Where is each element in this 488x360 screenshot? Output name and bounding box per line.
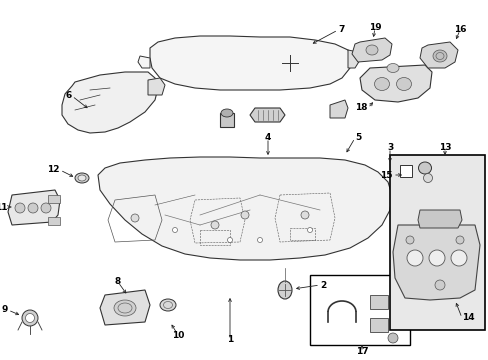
Circle shape — [41, 203, 51, 213]
Text: 4: 4 — [264, 134, 271, 143]
Ellipse shape — [406, 250, 422, 266]
Circle shape — [28, 203, 38, 213]
Circle shape — [227, 238, 232, 243]
Text: 8: 8 — [115, 278, 121, 287]
Text: 10: 10 — [171, 330, 184, 339]
Ellipse shape — [386, 63, 398, 72]
Ellipse shape — [221, 109, 232, 117]
Text: 5: 5 — [354, 134, 361, 143]
Text: 9: 9 — [1, 306, 8, 315]
Text: 15: 15 — [380, 171, 392, 180]
Polygon shape — [8, 190, 60, 225]
Text: 19: 19 — [368, 23, 381, 32]
Polygon shape — [347, 50, 359, 68]
Bar — [369, 318, 387, 332]
Ellipse shape — [387, 333, 397, 343]
Polygon shape — [419, 42, 457, 68]
Ellipse shape — [78, 175, 86, 181]
Polygon shape — [62, 72, 158, 133]
Ellipse shape — [428, 250, 444, 266]
Bar — [369, 295, 387, 309]
Polygon shape — [138, 56, 150, 68]
Polygon shape — [150, 36, 351, 90]
Circle shape — [434, 280, 444, 290]
Text: 2: 2 — [319, 280, 325, 289]
Circle shape — [15, 203, 25, 213]
Ellipse shape — [365, 45, 377, 55]
Polygon shape — [148, 78, 164, 95]
Text: 11: 11 — [0, 202, 8, 211]
Polygon shape — [249, 108, 285, 122]
Polygon shape — [417, 210, 461, 228]
Polygon shape — [351, 38, 391, 62]
Text: 12: 12 — [47, 166, 60, 175]
Text: 1: 1 — [226, 336, 233, 345]
Ellipse shape — [22, 310, 38, 326]
Polygon shape — [100, 290, 150, 325]
Ellipse shape — [25, 314, 35, 323]
Ellipse shape — [396, 77, 411, 90]
Polygon shape — [98, 157, 391, 260]
Ellipse shape — [114, 300, 136, 316]
Circle shape — [241, 211, 248, 219]
Ellipse shape — [160, 299, 176, 311]
Text: 3: 3 — [386, 144, 392, 153]
Ellipse shape — [278, 281, 291, 299]
Circle shape — [301, 211, 308, 219]
Circle shape — [257, 238, 262, 243]
Bar — [220, 113, 234, 127]
Polygon shape — [359, 65, 431, 102]
Text: 7: 7 — [337, 26, 344, 35]
Bar — [389, 155, 484, 330]
Text: 16: 16 — [453, 26, 465, 35]
Polygon shape — [392, 225, 479, 300]
Ellipse shape — [432, 50, 446, 62]
Text: 6: 6 — [65, 91, 72, 100]
Ellipse shape — [418, 162, 430, 174]
Bar — [309, 275, 409, 345]
Circle shape — [131, 214, 139, 222]
Bar — [200, 230, 229, 245]
Ellipse shape — [450, 250, 466, 266]
Circle shape — [210, 221, 219, 229]
Ellipse shape — [75, 173, 89, 183]
Text: 13: 13 — [438, 144, 450, 153]
Text: 17: 17 — [355, 347, 367, 356]
Text: 18: 18 — [355, 104, 367, 112]
Circle shape — [405, 236, 413, 244]
Ellipse shape — [423, 174, 431, 183]
Bar — [399, 165, 411, 177]
Circle shape — [307, 228, 312, 233]
Polygon shape — [329, 100, 347, 118]
Text: 14: 14 — [461, 314, 474, 323]
Bar — [48, 195, 60, 203]
Circle shape — [455, 236, 463, 244]
Circle shape — [172, 228, 177, 233]
Bar — [48, 217, 60, 225]
Ellipse shape — [374, 77, 389, 90]
Bar — [289, 228, 314, 240]
